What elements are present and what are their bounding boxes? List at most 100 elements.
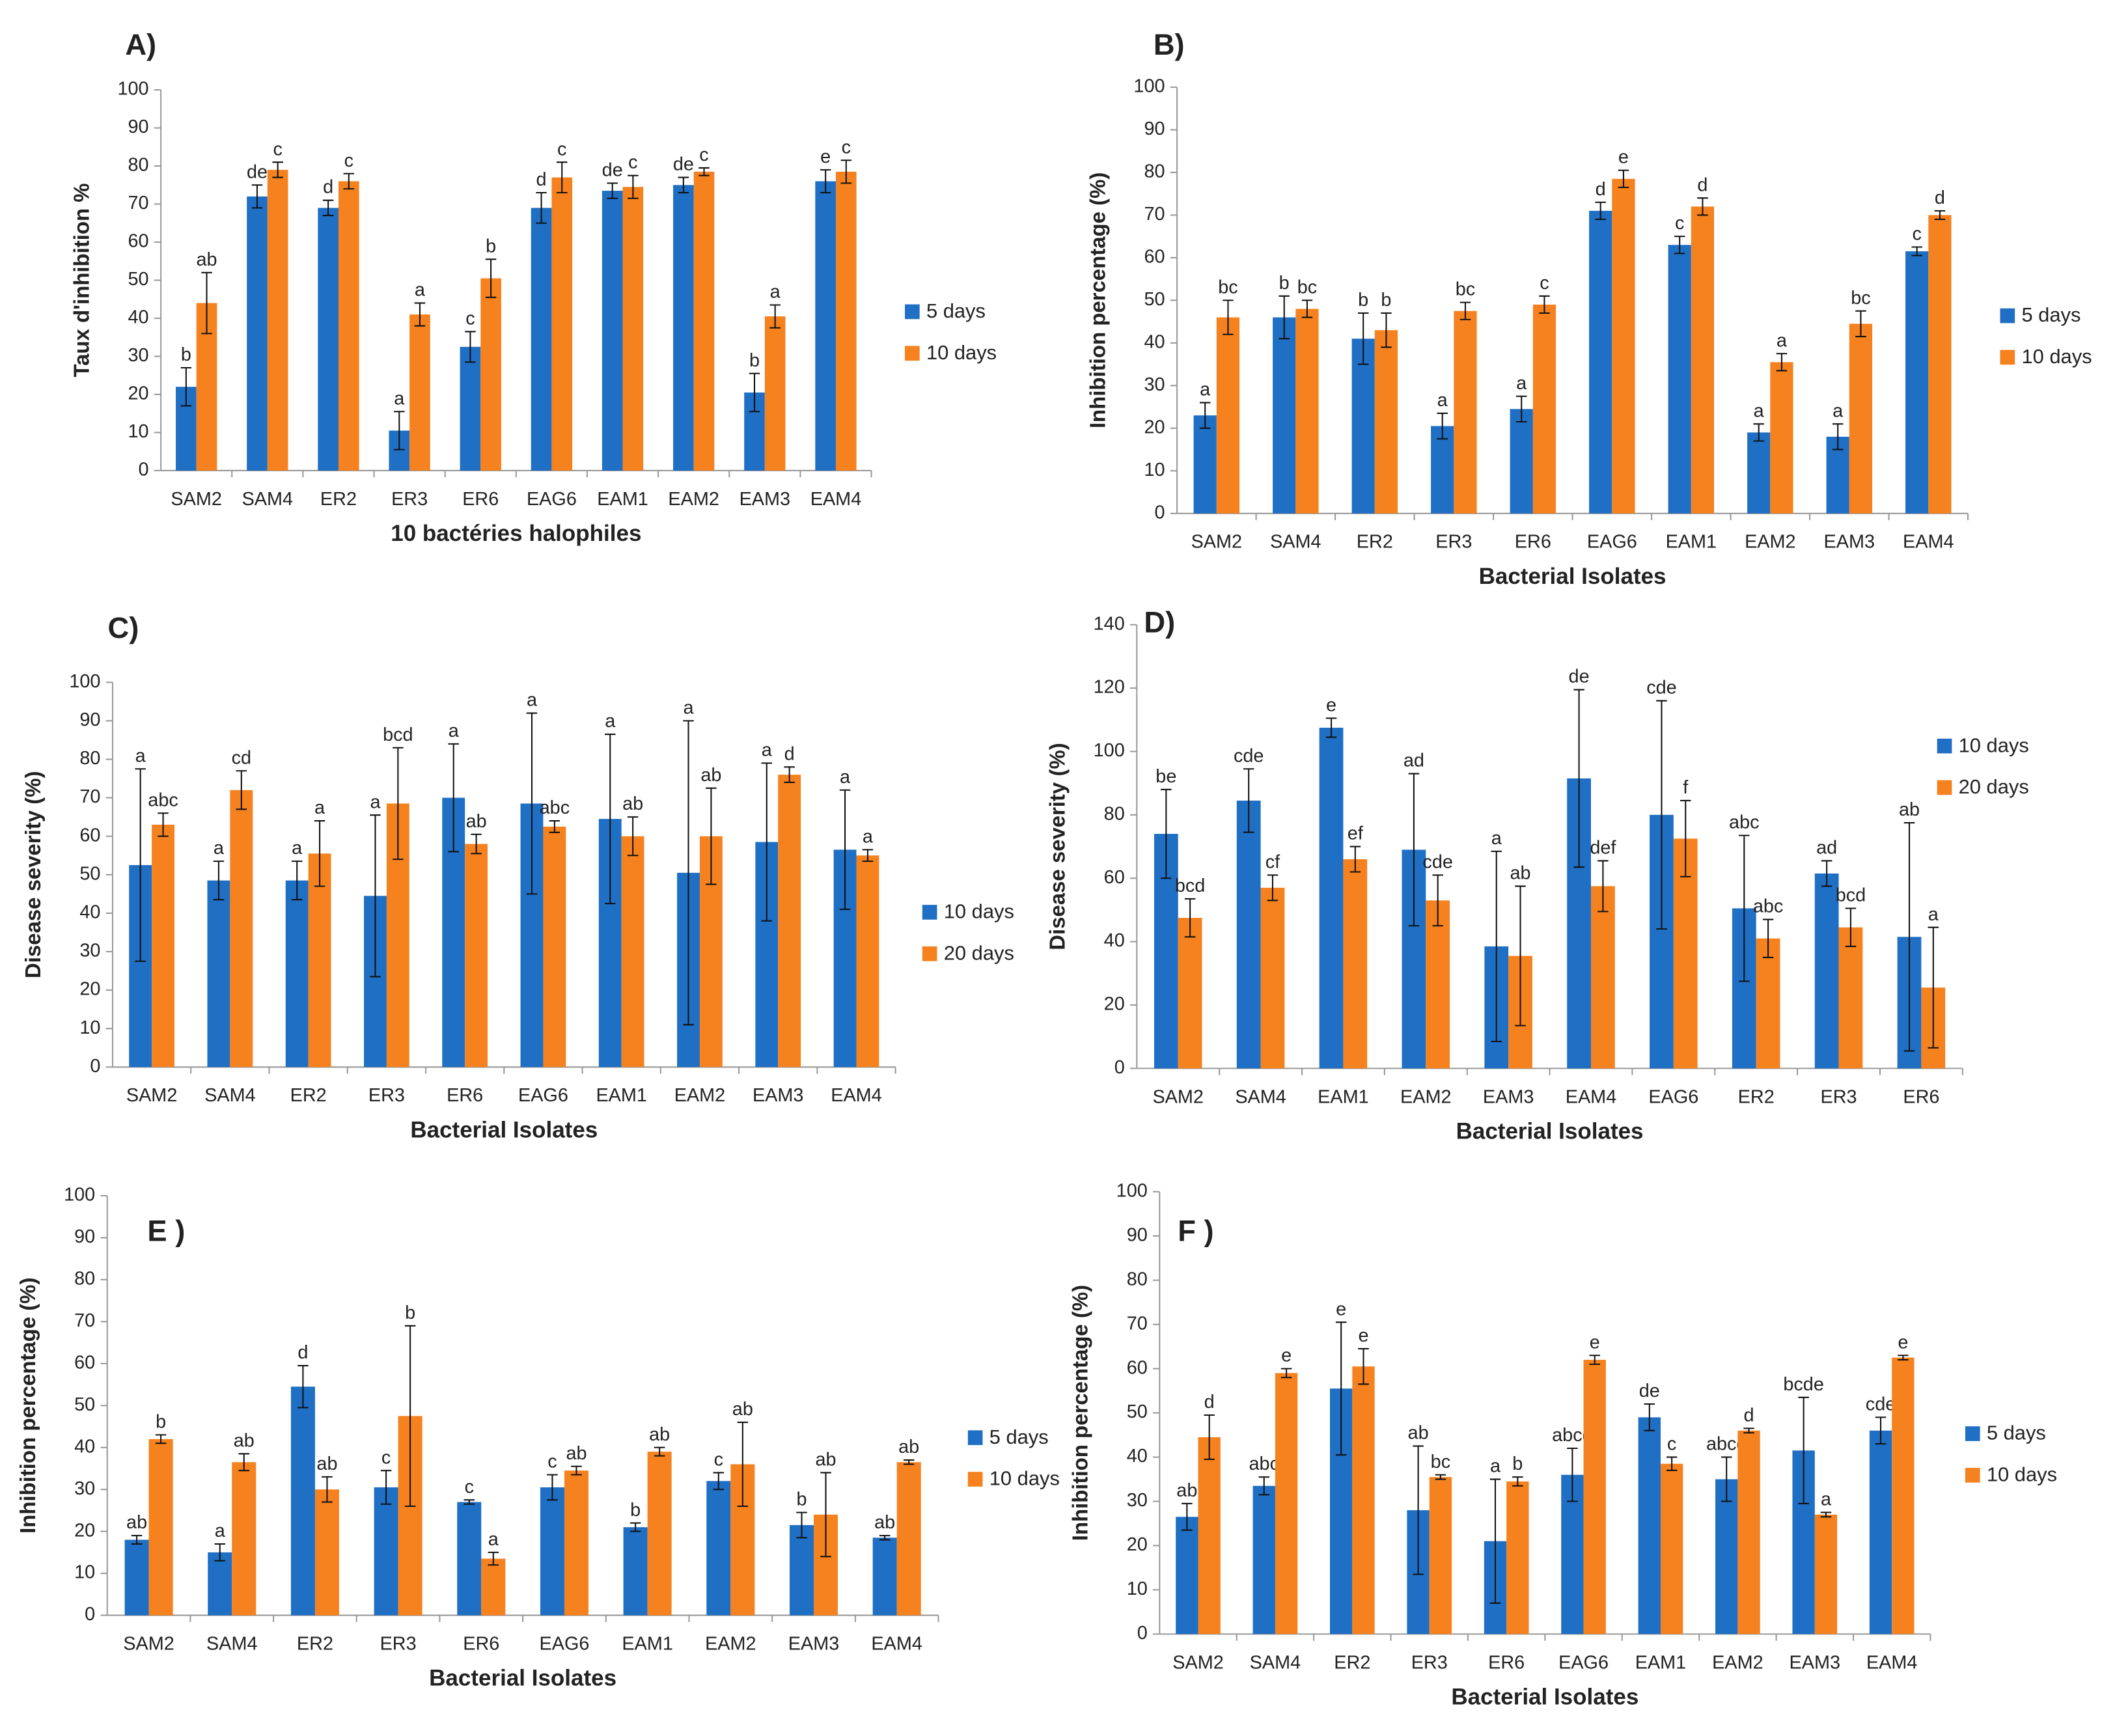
legend-label: 5 days xyxy=(1987,1422,2046,1444)
bar xyxy=(480,278,501,471)
y-tick-label: 50 xyxy=(74,1394,95,1415)
significance-letter: e xyxy=(1336,1299,1346,1319)
significance-letter: ad xyxy=(1816,838,1837,859)
y-tick-label: 90 xyxy=(1144,118,1165,139)
x-tick-label: ER3 xyxy=(368,1085,405,1106)
significance-letter: a xyxy=(415,280,426,301)
y-tick-label: 60 xyxy=(79,825,100,846)
legend-swatch xyxy=(1965,1468,1980,1483)
significance-letter: ab xyxy=(815,1449,836,1470)
significance-letter: a xyxy=(214,838,225,859)
legend-label: 10 days xyxy=(1987,1463,2057,1486)
significance-letter: a xyxy=(1928,904,1939,925)
y-tick-label: 100 xyxy=(69,671,100,692)
significance-letter: d xyxy=(323,177,333,198)
significance-letter: bc xyxy=(1456,279,1475,300)
legend-label: 10 days xyxy=(926,341,997,364)
y-tick-label: 50 xyxy=(1127,1401,1148,1422)
x-tick-label: EAM1 xyxy=(596,1085,647,1106)
bar xyxy=(1193,415,1217,514)
significance-letter: ab xyxy=(196,249,217,270)
bar xyxy=(314,1489,339,1616)
x-tick-label: ER2 xyxy=(1738,1086,1775,1107)
significance-letter: a xyxy=(1437,390,1448,411)
x-tick-label: EAG6 xyxy=(1558,1652,1609,1673)
x-axis-label: Bacterial Isolates xyxy=(1479,564,1666,589)
y-tick-label: 0 xyxy=(1137,1623,1148,1644)
bar xyxy=(124,1539,149,1616)
bar xyxy=(1431,426,1454,514)
y-tick-label: 140 xyxy=(1094,613,1125,634)
x-tick-label: ER3 xyxy=(1411,1652,1448,1673)
bar xyxy=(872,1537,897,1616)
significance-letter: ab xyxy=(126,1512,147,1533)
bar xyxy=(1273,317,1296,514)
significance-letter: abc xyxy=(148,790,178,810)
legend-label: 10 days xyxy=(944,900,1014,923)
x-tick-label: SAM4 xyxy=(1235,1086,1286,1107)
legend-swatch xyxy=(1937,738,1952,754)
y-tick-label: 10 xyxy=(1127,1578,1148,1599)
y-tick-label: 40 xyxy=(74,1436,95,1457)
x-tick-label: EAM1 xyxy=(1635,1652,1687,1673)
significance-letter: a xyxy=(770,282,781,303)
legend-swatch xyxy=(967,1430,983,1446)
significance-letter: c xyxy=(344,150,353,171)
bar xyxy=(835,171,857,471)
significance-letter: d xyxy=(784,743,795,764)
bar xyxy=(647,1452,672,1616)
significance-letter: c xyxy=(628,152,637,173)
x-tick-label: EAM4 xyxy=(810,489,862,510)
x-tick-label: ER3 xyxy=(380,1633,417,1654)
bar xyxy=(481,1558,506,1616)
y-tick-label: 90 xyxy=(128,117,149,137)
y-tick-label: 40 xyxy=(1104,930,1125,951)
bar xyxy=(531,208,552,471)
x-tick-label: ER2 xyxy=(297,1633,333,1654)
significance-letter: ab xyxy=(1510,862,1530,883)
x-tick-label: SAM2 xyxy=(171,489,222,510)
bar xyxy=(267,169,288,471)
significance-letter: abc xyxy=(540,797,570,818)
significance-letter: d xyxy=(297,1342,308,1363)
bar xyxy=(1814,1514,1838,1634)
y-tick-label: 0 xyxy=(90,1056,100,1077)
bar xyxy=(1589,210,1612,514)
x-tick-label: EAG6 xyxy=(527,489,577,510)
x-axis-label: 10 bactéries halophiles xyxy=(391,521,641,546)
legend-label: 20 days xyxy=(1959,775,2029,798)
significance-letter: bc xyxy=(1431,1452,1450,1472)
bar xyxy=(1429,1477,1452,1634)
y-tick-label: 60 xyxy=(74,1352,95,1373)
bar xyxy=(290,1386,315,1616)
y-tick-label: 30 xyxy=(74,1478,95,1499)
y-tick-label: 0 xyxy=(139,460,149,480)
significance-letter: d xyxy=(1204,1392,1215,1412)
significance-letter: a xyxy=(215,1521,226,1541)
bar xyxy=(540,1487,564,1616)
significance-letter: a xyxy=(527,690,538,711)
significance-letter: be xyxy=(1155,766,1176,787)
significance-letter: ab xyxy=(1899,799,1920,820)
bar xyxy=(374,1487,398,1616)
significance-letter: cde xyxy=(1234,745,1264,766)
y-tick-label: 90 xyxy=(74,1226,95,1247)
significance-letter: de xyxy=(1639,1381,1660,1401)
y-tick-label: 30 xyxy=(128,345,149,366)
significance-letter: ab xyxy=(649,1424,670,1445)
x-tick-label: SAM2 xyxy=(123,1633,174,1654)
x-tick-label: SAM4 xyxy=(242,489,294,510)
significance-letter: cde xyxy=(1422,851,1452,872)
significance-letter: bc xyxy=(1851,288,1870,309)
bar xyxy=(1638,1417,1661,1634)
y-tick-label: 60 xyxy=(128,231,149,252)
significance-letter: c xyxy=(557,139,566,159)
bar xyxy=(1747,432,1771,514)
x-tick-label: EAG6 xyxy=(1648,1086,1698,1107)
significance-letter: abc xyxy=(1729,812,1759,833)
significance-letter: ad xyxy=(1404,751,1424,771)
x-tick-label: EAM4 xyxy=(831,1085,882,1106)
y-tick-label: 70 xyxy=(128,193,149,214)
significance-letter: a xyxy=(605,711,616,732)
